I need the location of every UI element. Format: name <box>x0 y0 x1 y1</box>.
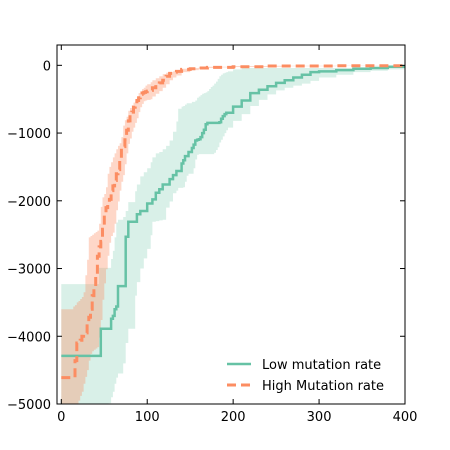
x-tick-label: 0 <box>57 410 65 425</box>
legend-label-low-mutation-rate: Low mutation rate <box>262 358 381 373</box>
y-tick-label: −2000 <box>7 195 51 210</box>
low-mutation-rate-line <box>61 65 405 358</box>
legend-label-high-mutation-rate: High Mutation rate <box>262 379 384 394</box>
high-mutation-rate-line <box>61 64 405 380</box>
y-tick-label: −5000 <box>7 398 51 413</box>
confidence-bands <box>61 65 405 404</box>
x-tick-label: 100 <box>135 410 160 425</box>
y-tick-label: −4000 <box>7 330 51 345</box>
y-tick-label: −3000 <box>7 263 51 278</box>
low-mutation-rate-band <box>61 65 405 404</box>
legend: Low mutation rate High Mutation rate <box>227 358 384 394</box>
series-lines <box>61 64 405 380</box>
x-axis-ticks: 0 100 200 300 400 <box>57 45 417 425</box>
y-tick-label: 0 <box>43 59 51 74</box>
x-tick-label: 300 <box>307 410 332 425</box>
y-tick-label: −1000 <box>7 127 51 142</box>
x-tick-label: 400 <box>393 410 418 425</box>
y-axis-ticks: 0 −1000 −2000 −3000 −4000 −5000 <box>7 59 405 413</box>
x-tick-label: 200 <box>221 410 246 425</box>
plot-frame <box>56 44 406 405</box>
